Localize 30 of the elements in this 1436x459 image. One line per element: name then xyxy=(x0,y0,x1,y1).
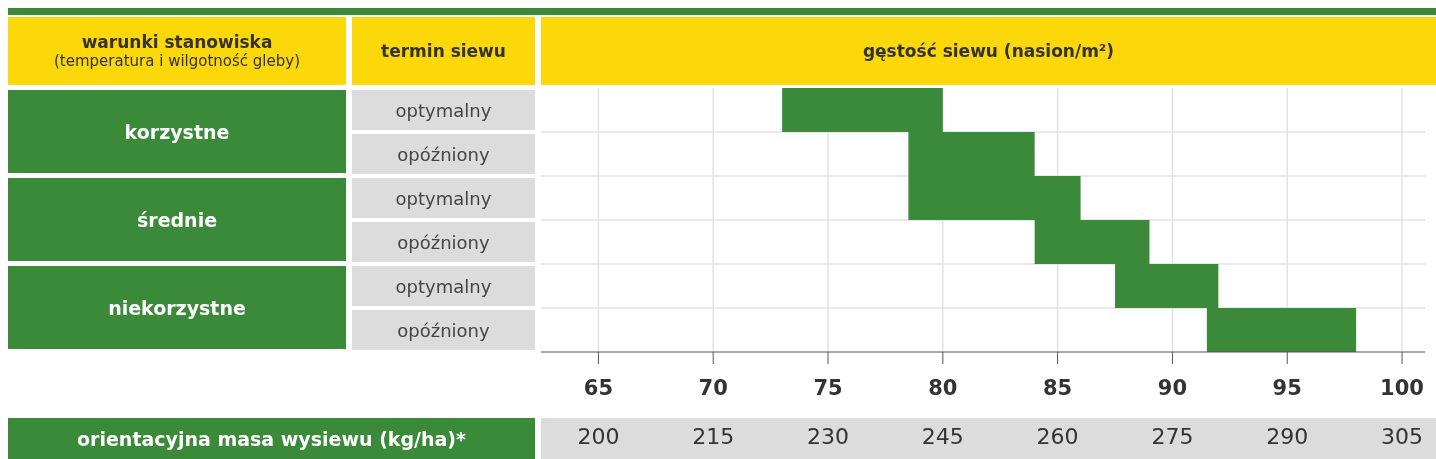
x-tick-label: 75 xyxy=(813,375,843,400)
text: warunki stanowiska xyxy=(81,32,273,52)
y-tick-label: optymalny xyxy=(352,266,535,306)
x2-tick-label: 260 xyxy=(1036,423,1079,449)
x-tick-label: 100 xyxy=(1380,375,1424,400)
y-axis-title: termin siewu xyxy=(352,17,535,85)
text: korzystne xyxy=(8,90,346,173)
x-tick-label: 85 xyxy=(1043,375,1073,400)
x2-axis-title: orientacyjna masa wysiewu (kg/ha)* xyxy=(8,418,535,459)
x2-tick-label: 290 xyxy=(1266,423,1309,449)
y-tick-label: optymalny xyxy=(352,178,535,218)
text: (temperatura i wilgotność gleby) xyxy=(54,52,300,70)
y-tick-label: opóźniony xyxy=(352,310,535,350)
y-tick-label: opóźniony xyxy=(352,222,535,262)
x2-tick-label: 230 xyxy=(807,423,850,449)
x-tick-label: 90 xyxy=(1157,375,1188,400)
x2-tick-label: 200 xyxy=(577,423,620,449)
y-tick-label: opóźniony xyxy=(352,134,535,174)
x-tick-label: 80 xyxy=(928,375,958,400)
x2-tick-label: 305 xyxy=(1381,423,1424,449)
text: niekorzystne xyxy=(8,266,346,349)
y-tick-label: optymalny xyxy=(352,90,535,130)
x-tick-label: 65 xyxy=(583,375,614,400)
x-tick-label: 95 xyxy=(1272,375,1302,400)
x2-tick-label: 275 xyxy=(1151,423,1194,449)
x-tick-label: 70 xyxy=(698,375,728,400)
text: średnie xyxy=(8,178,346,261)
x-axis-title: gęstość siewu (nasion/m²) xyxy=(541,17,1436,85)
x2-tick-label: 245 xyxy=(921,423,964,449)
x2-tick-label: 215 xyxy=(692,423,735,449)
